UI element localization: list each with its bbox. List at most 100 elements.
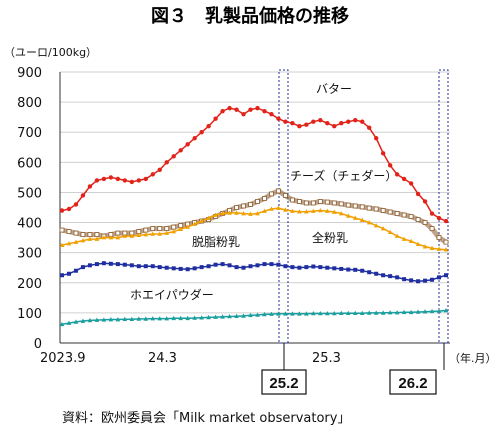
series-3-point-13 bbox=[150, 264, 155, 269]
series-4-point-51 bbox=[415, 309, 421, 314]
series-4-point-34 bbox=[297, 311, 302, 316]
series-1-point-47 bbox=[387, 209, 393, 215]
series-4-point-16 bbox=[171, 315, 177, 321]
y-tick-400: 400 bbox=[17, 217, 42, 232]
series-0-point-3 bbox=[80, 193, 86, 198]
series-label-wmp: 全粉乳 bbox=[312, 230, 348, 245]
series-1-point-32 bbox=[283, 193, 288, 198]
series-0-point-31 bbox=[276, 116, 281, 121]
series-1-point-52 bbox=[422, 220, 428, 225]
series-0-point-38 bbox=[325, 120, 330, 126]
series-3-point-8 bbox=[115, 262, 120, 267]
series-1-point-31 bbox=[276, 188, 281, 194]
series-3-point-4 bbox=[87, 263, 92, 268]
series-1-point-13 bbox=[150, 226, 156, 231]
series-1-point-34 bbox=[296, 199, 302, 204]
series-2-point-32 bbox=[283, 207, 288, 212]
series-3-point-33 bbox=[290, 265, 295, 270]
series-1-point-40 bbox=[338, 201, 344, 207]
series-4 bbox=[59, 307, 449, 327]
series-2-point-41 bbox=[345, 213, 351, 218]
series-4-point-26 bbox=[241, 313, 246, 318]
series-2-point-5 bbox=[94, 236, 100, 241]
series-1-point-44 bbox=[366, 205, 372, 211]
series-0-point-20 bbox=[199, 130, 204, 135]
chart-title: 図３ 乳製品価格の推移 bbox=[151, 5, 349, 27]
series-0-point-53 bbox=[429, 211, 435, 216]
y-tick-0: 0 bbox=[34, 337, 42, 352]
series-0-point-25 bbox=[234, 107, 239, 112]
series-4-point-20 bbox=[199, 315, 204, 320]
series-4-point-24 bbox=[227, 314, 232, 319]
series-3-point-34 bbox=[297, 265, 302, 270]
series-4-point-49 bbox=[401, 309, 407, 315]
series-1-point-5 bbox=[94, 232, 100, 238]
series-3-point-14 bbox=[157, 265, 162, 270]
series-0-point-47 bbox=[387, 163, 393, 168]
series-2-point-18 bbox=[185, 224, 190, 229]
series-1-point-33 bbox=[289, 197, 295, 203]
y-axis-unit: （ユーロ/100kg） bbox=[4, 46, 97, 59]
series-2-point-1 bbox=[66, 241, 72, 246]
series-2-point-2 bbox=[73, 239, 79, 244]
series-4-point-5 bbox=[94, 317, 100, 322]
series-4-point-13 bbox=[150, 316, 156, 321]
y-axis-ticks: 0 100 200 300 400 500 600 700 800 900 bbox=[17, 66, 42, 352]
series-0-point-55 bbox=[443, 218, 449, 224]
y-tick-300: 300 bbox=[17, 247, 42, 262]
series-4-point-28 bbox=[255, 312, 260, 317]
series-2-point-33 bbox=[290, 208, 295, 213]
series-3-point-24 bbox=[227, 263, 232, 268]
series-3-point-0 bbox=[60, 273, 64, 278]
series-1-point-29 bbox=[262, 196, 267, 201]
series-4-point-36 bbox=[311, 310, 316, 316]
series-0-point-4 bbox=[87, 184, 93, 189]
series-3-point-39 bbox=[332, 266, 337, 271]
series-2-point-48 bbox=[394, 233, 400, 238]
series-0-point-17 bbox=[178, 148, 183, 153]
series-2-point-25 bbox=[234, 210, 239, 215]
label-box-25-2 bbox=[261, 369, 307, 395]
highlight-box-25-2 bbox=[278, 69, 289, 344]
series-1-point-37 bbox=[317, 199, 323, 204]
series-2-point-54 bbox=[436, 246, 442, 251]
series-4-point-48 bbox=[394, 310, 400, 315]
series-2-point-22 bbox=[213, 212, 218, 217]
series-0-point-42 bbox=[353, 117, 358, 123]
gridlines bbox=[60, 71, 450, 314]
series-4-point-42 bbox=[352, 310, 358, 315]
series-0-point-23 bbox=[220, 108, 225, 114]
series-2-point-35 bbox=[304, 209, 309, 214]
series-3-point-5 bbox=[94, 262, 99, 267]
series-0-point-45 bbox=[373, 136, 379, 141]
series-2-point-6 bbox=[101, 235, 107, 240]
series-1-point-2 bbox=[73, 230, 79, 236]
series-0-point-15 bbox=[164, 160, 169, 165]
series-0-point-26 bbox=[241, 111, 246, 117]
series-4-point-1 bbox=[66, 320, 72, 325]
series-1-point-49 bbox=[401, 212, 407, 218]
series-3-point-38 bbox=[325, 265, 330, 270]
series-2-point-46 bbox=[380, 226, 386, 231]
series-group bbox=[59, 105, 449, 327]
series-3-point-43 bbox=[360, 268, 365, 273]
series-3-point-11 bbox=[136, 264, 141, 269]
series-0-point-49 bbox=[401, 176, 407, 182]
series-1-point-36 bbox=[310, 200, 316, 206]
series-2-point-0 bbox=[59, 242, 65, 247]
series-0-point-41 bbox=[346, 119, 351, 124]
series-0-point-44 bbox=[367, 125, 372, 130]
series-0-point-6 bbox=[101, 176, 107, 182]
series-2-point-19 bbox=[192, 221, 197, 226]
series-4-point-53 bbox=[429, 308, 435, 314]
series-4-point-18 bbox=[185, 315, 190, 321]
series-4-point-11 bbox=[136, 316, 142, 321]
series-4-point-33 bbox=[290, 311, 295, 316]
series-1-point-41 bbox=[345, 202, 351, 208]
series-0-point-27 bbox=[248, 107, 253, 112]
x-tick-25-3: 25.3 bbox=[312, 351, 341, 366]
series-3-point-21 bbox=[206, 264, 211, 269]
series-0-point-21 bbox=[206, 124, 211, 129]
source-note: 資料：欧州委員会「Milk market observatory」 bbox=[62, 411, 350, 426]
series-2-point-31 bbox=[276, 205, 281, 210]
